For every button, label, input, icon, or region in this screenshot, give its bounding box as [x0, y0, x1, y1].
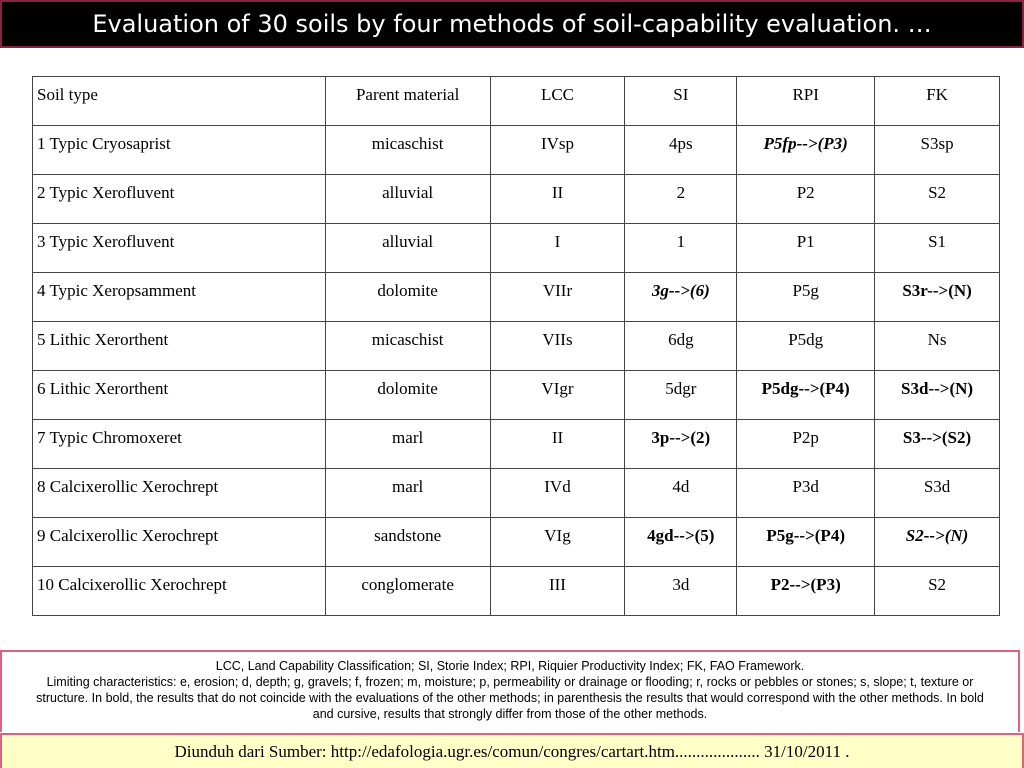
- table-row: 10 Calcixerollic Xerochrept conglomerate I…: [32, 566, 1000, 616]
- row-label-cell: 9 Calcixerollic Xerochrept: [32, 517, 326, 567]
- table-cell: FK: [874, 76, 1000, 126]
- table-cell: marl: [324, 419, 491, 469]
- table-row: 7 Typic Chromoxeret marl II 3p-->(2) P2p S3--…: [32, 419, 1000, 469]
- table-cell: S3-->(S2): [874, 419, 1000, 469]
- table-cell: P5dg: [736, 321, 876, 371]
- table-cell: III: [489, 566, 626, 616]
- row-label-cell: 5 Lithic Xerorthent: [32, 321, 326, 371]
- source-bar: Diunduh dari Sumber: http://edafologia.u…: [0, 733, 1024, 768]
- table-row: 8 Calcixerollic Xerochrept marl IVd 4d P3d S3…: [32, 468, 1000, 518]
- table-cell: S2: [874, 566, 1000, 616]
- table-cell: marl: [324, 468, 491, 518]
- table-row: 1 Typic Cryosaprist micaschist IVsp 4ps P5fp…: [32, 125, 1000, 175]
- table-cell: sandstone: [324, 517, 491, 567]
- table-cell: 3d: [624, 566, 738, 616]
- table-cell: LCC: [489, 76, 626, 126]
- table-cell: alluvial: [324, 174, 491, 224]
- table-row: 9 Calcixerollic Xerochrept sandstone VIg 4g…: [32, 517, 1000, 567]
- table-cell: II: [489, 419, 626, 469]
- row-label-cell: 8 Calcixerollic Xerochrept: [32, 468, 326, 518]
- table-cell: 5dgr: [624, 370, 738, 420]
- table-cell: I: [489, 223, 626, 273]
- row-label-cell: 3 Typic Xerofluvent: [32, 223, 326, 273]
- table-cell: S1: [874, 223, 1000, 273]
- table-row: 6 Lithic Xerorthent dolomite VIgr 5dgr P5dg-…: [32, 370, 1000, 420]
- table-cell: S2: [874, 174, 1000, 224]
- table-cell: dolomite: [324, 370, 491, 420]
- table-cell: conglomerate: [324, 566, 491, 616]
- table-cell: 4d: [624, 468, 738, 518]
- table-cell: P5fp-->(P3): [736, 125, 876, 175]
- table-row: Soil type Parent material LCC SI RPI FK: [32, 76, 1000, 126]
- table-cell: 4gd-->(5): [624, 517, 738, 567]
- table-cell: P5g-->(P4): [736, 517, 876, 567]
- table-cell: SI: [624, 76, 738, 126]
- row-label-cell: 7 Typic Chromoxeret: [32, 419, 326, 469]
- table-row: 3 Typic Xerofluvent alluvial I 1 P1 S1: [32, 223, 1000, 273]
- table-cell: 3g-->(6): [624, 272, 738, 322]
- row-label-cell: 10 Calcixerollic Xerochrept: [32, 566, 326, 616]
- table-cell: IVsp: [489, 125, 626, 175]
- table-cell: II: [489, 174, 626, 224]
- table-cell: 3p-->(2): [624, 419, 738, 469]
- table-cell: RPI: [736, 76, 876, 126]
- row-label-cell: Soil type: [32, 76, 326, 126]
- table-cell: S3sp: [874, 125, 1000, 175]
- row-label-cell: 4 Typic Xeropsamment: [32, 272, 326, 322]
- slide-title: Evaluation of 30 soils by four methods o…: [0, 0, 1024, 48]
- table-row: 5 Lithic Xerorthent micaschist VIIs 6dg P5dg…: [32, 321, 1000, 371]
- table-cell: alluvial: [324, 223, 491, 273]
- table-cell: S3d: [874, 468, 1000, 518]
- row-label-cell: 6 Lithic Xerorthent: [32, 370, 326, 420]
- table-cell: P2-->(P3): [736, 566, 876, 616]
- footnote-box: LCC, Land Capability Classification; SI,…: [0, 650, 1020, 732]
- table-cell: S3r-->(N): [874, 272, 1000, 322]
- table-cell: VIgr: [489, 370, 626, 420]
- table-cell: 1: [624, 223, 738, 273]
- table-row: 4 Typic Xeropsamment dolomite VIIr 3g-->(6)…: [32, 272, 1000, 322]
- table-cell: VIg: [489, 517, 626, 567]
- table-cell: P1: [736, 223, 876, 273]
- table-cell: 2: [624, 174, 738, 224]
- table-cell: Parent material: [324, 76, 491, 126]
- row-label-cell: 2 Typic Xerofluvent: [32, 174, 326, 224]
- row-label-cell: 1 Typic Cryosaprist: [32, 125, 326, 175]
- table-cell: P5dg-->(P4): [736, 370, 876, 420]
- table-cell: S2-->(N): [874, 517, 1000, 567]
- footnote-definitions: LCC, Land Capability Classification; SI,…: [215, 659, 805, 673]
- table-cell: micaschist: [324, 125, 491, 175]
- table-body: Soil type Parent material LCC SI RPI FK 1 Typi…: [32, 76, 1000, 616]
- table-cell: IVd: [489, 468, 626, 518]
- table-cell: P2: [736, 174, 876, 224]
- table-row: 2 Typic Xerofluvent alluvial II 2 P2 S2: [32, 174, 1000, 224]
- table-cell: dolomite: [324, 272, 491, 322]
- footnote-limiting: Limiting characteristics: e, erosion; d,…: [36, 675, 984, 721]
- soil-table: Soil type Parent material LCC SI RPI FK 1 Typi…: [32, 76, 1000, 616]
- table-cell: 6dg: [624, 321, 738, 371]
- table-cell: 4ps: [624, 125, 738, 175]
- table-cell: VIIs: [489, 321, 626, 371]
- table-cell: S3d-->(N): [874, 370, 1000, 420]
- table-cell: VIIr: [489, 272, 626, 322]
- table-cell: Ns: [874, 321, 1000, 371]
- table-cell: P5g: [736, 272, 876, 322]
- table-cell: P3d: [736, 468, 876, 518]
- table-cell: P2p: [736, 419, 876, 469]
- table-cell: micaschist: [324, 321, 491, 371]
